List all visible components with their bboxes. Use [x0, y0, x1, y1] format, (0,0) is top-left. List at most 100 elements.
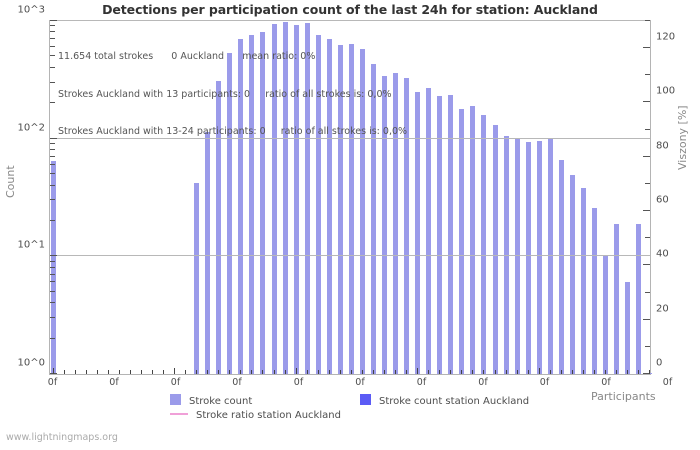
y-axis-left-tick [50, 137, 57, 139]
y-axis-right-tick [643, 210, 650, 212]
bars-layer [50, 21, 653, 374]
x-axis-tick [317, 370, 319, 374]
x-axis-tick [461, 370, 463, 374]
bar [503, 136, 509, 374]
gridline [50, 137, 650, 139]
x-axis-tick [196, 370, 198, 374]
chart-legend: Stroke count Stroke count station Aucklan… [0, 394, 700, 430]
x-axis-label: 0f [662, 377, 673, 388]
x-axis-tick [571, 370, 573, 374]
legend-label: Stroke count [189, 396, 253, 407]
bar [194, 183, 200, 374]
x-axis-tick [527, 370, 529, 374]
y-axis-left-label: 10^3 [17, 4, 45, 16]
x-axis-tick [295, 368, 297, 374]
bar [459, 108, 465, 374]
x-axis-tick [118, 370, 120, 374]
x-axis-tick [450, 370, 452, 374]
bar [569, 175, 575, 374]
legend-item[interactable]: Stroke count station Auckland [360, 394, 529, 407]
y-axis-right-tick [643, 101, 650, 103]
x-axis-tick [63, 370, 65, 374]
x-axis-tick [428, 370, 430, 374]
x-axis-tick [107, 370, 109, 374]
legend-line-marker [170, 413, 188, 415]
x-axis-tick [185, 370, 187, 374]
y-axis-left-tick [50, 38, 55, 40]
x-axis-tick [262, 370, 264, 374]
y-axis-left-title: Count [4, 165, 17, 198]
y-axis-left-tick [50, 302, 55, 304]
bar [426, 87, 432, 374]
y-axis-right-tick [643, 318, 650, 320]
bar [271, 23, 277, 374]
y-axis-right-tick [643, 264, 650, 266]
bar [558, 159, 564, 374]
bar [348, 43, 354, 374]
x-axis-tick [395, 370, 397, 374]
bar [249, 35, 255, 374]
bar [481, 114, 487, 374]
bar [591, 207, 597, 374]
y-axis-left-tick [50, 337, 55, 339]
y-axis-right-tick [645, 237, 650, 239]
x-axis-tick [251, 370, 253, 374]
x-axis-tick [240, 370, 242, 374]
legend-item[interactable]: Stroke ratio station Auckland [170, 410, 341, 421]
bar [382, 76, 387, 374]
bar [603, 256, 608, 374]
y-axis-left-tick [50, 102, 55, 104]
bar [326, 39, 332, 374]
x-axis-tick [494, 370, 496, 374]
y-axis-left-tick [50, 199, 55, 201]
y-axis-left-tick [50, 31, 55, 33]
x-axis-tick [140, 370, 142, 374]
x-axis-tick [605, 370, 606, 374]
bar [614, 223, 620, 374]
x-axis-label: 0f [601, 377, 611, 388]
x-axis-tick [306, 370, 308, 374]
x-axis-tick [350, 370, 352, 374]
y-axis-left-label: 10^0 [17, 357, 45, 369]
y-axis-left-tick [50, 281, 55, 283]
y-axis-left-tick [50, 20, 57, 21]
x-axis-tick [372, 370, 374, 374]
bar [404, 77, 410, 374]
bar [448, 95, 454, 374]
x-axis-label: 0f [416, 377, 427, 388]
y-axis-right-label: 0 [656, 357, 663, 369]
x-axis-tick [638, 370, 640, 374]
bar [625, 282, 631, 374]
x-axis-tick [538, 368, 540, 374]
x-axis-tick [483, 370, 485, 374]
bar [525, 142, 531, 374]
x-axis-tick [328, 370, 330, 374]
x-axis-tick [472, 370, 474, 374]
x-axis-tick [151, 370, 153, 374]
legend-square-marker [170, 394, 181, 405]
y-axis-right-tick [643, 373, 650, 374]
x-axis-tick [229, 370, 231, 374]
x-axis-label: 0f [539, 377, 550, 388]
y-axis-left-tick [50, 155, 55, 157]
x-axis-tick [406, 370, 408, 374]
y-axis-left-tick [50, 219, 55, 221]
y-axis-right-label: 120 [656, 31, 676, 43]
bar [393, 73, 399, 374]
bar [415, 91, 421, 374]
y-axis-left-tick [50, 66, 55, 68]
y-axis-left-tick [50, 149, 55, 151]
legend-item[interactable]: Stroke count [170, 394, 252, 407]
x-axis-tick [549, 370, 551, 374]
bar [205, 131, 211, 374]
y-axis-left-tick [50, 25, 55, 27]
y-axis-left-tick [50, 184, 55, 186]
x-axis-tick [516, 370, 518, 374]
x-axis-tick [339, 370, 341, 374]
y-axis-left-tick [50, 373, 57, 374]
x-axis-tick [627, 370, 629, 374]
x-axis-title: Participants [591, 390, 656, 403]
x-axis-tick [505, 370, 507, 374]
y-axis-right-tick [643, 155, 650, 157]
bar [536, 140, 542, 374]
